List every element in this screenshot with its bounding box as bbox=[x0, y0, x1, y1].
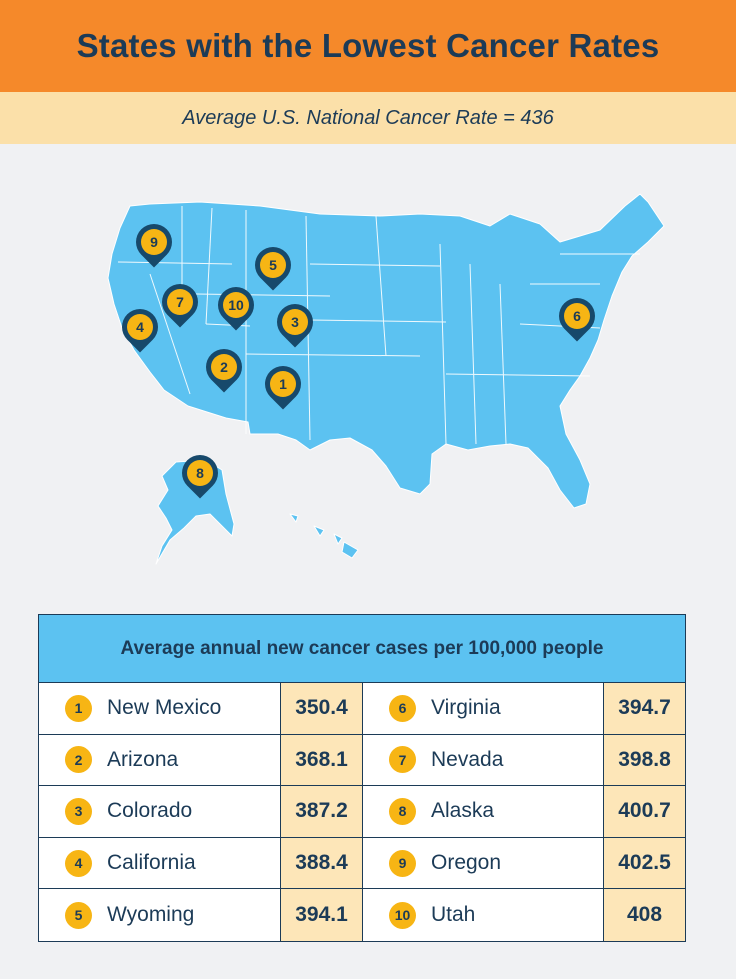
state-name: Arizona bbox=[107, 747, 179, 771]
rank-badge: 5 bbox=[65, 901, 92, 929]
state-name: Utah bbox=[431, 903, 476, 927]
rank-badge: 9 bbox=[389, 849, 416, 877]
map-pin-new-mexico: 1 bbox=[257, 358, 309, 412]
rank-badge: 3 bbox=[65, 797, 92, 825]
state-name: California bbox=[107, 851, 196, 875]
alaska-shape bbox=[155, 459, 235, 565]
map-pin-virginia: 6 bbox=[551, 290, 603, 344]
table-row: 8 Alaska 400.7 bbox=[363, 786, 685, 838]
rank-badge: 7 bbox=[389, 746, 416, 774]
table-row: 1 New Mexico 350.4 bbox=[39, 683, 362, 735]
rank-badge: 8 bbox=[389, 797, 416, 825]
us-map-graphic bbox=[107, 193, 665, 565]
rate-value: 400.7 bbox=[603, 786, 685, 837]
cancer-rate-table: Average annual new cancer cases per 100,… bbox=[38, 614, 686, 942]
rate-value: 394.7 bbox=[603, 683, 685, 734]
map-pin-nevada: 7 bbox=[154, 276, 206, 330]
table-row: 10 Utah 408 bbox=[363, 889, 685, 941]
table-row: 9 Oregon 402.5 bbox=[363, 837, 685, 890]
subtitle-banner: Average U.S. National Cancer Rate = 436 bbox=[0, 92, 736, 144]
rate-value: 408 bbox=[603, 889, 685, 941]
rate-value: 350.4 bbox=[280, 683, 362, 734]
map-pin-arizona: 2 bbox=[198, 341, 250, 395]
table-row: 3 Colorado 387.2 bbox=[39, 786, 362, 838]
state-name: Alaska bbox=[431, 799, 495, 823]
map-pin-alaska: 8 bbox=[174, 447, 226, 501]
state-name: Wyoming bbox=[107, 903, 195, 927]
table-header: Average annual new cancer cases per 100,… bbox=[39, 615, 685, 683]
rate-value: 394.1 bbox=[280, 889, 362, 941]
table-row: 5 Wyoming 394.1 bbox=[39, 889, 362, 941]
map-pin-oregon: 9 bbox=[128, 216, 180, 270]
map-pin-california: 4 bbox=[114, 301, 166, 355]
state-name: Oregon bbox=[431, 851, 502, 875]
rate-value: 398.8 bbox=[603, 734, 685, 786]
title-banner: States with the Lowest Cancer Rates bbox=[0, 0, 736, 92]
rate-value: 388.4 bbox=[280, 837, 362, 889]
rank-badge: 10 bbox=[389, 901, 416, 929]
us-map: 9 5 7 10 4 3 2 1 6 8 bbox=[0, 144, 736, 604]
rank-badge: 6 bbox=[389, 694, 416, 722]
rate-value: 402.5 bbox=[603, 837, 685, 889]
rate-value: 368.1 bbox=[280, 734, 362, 786]
rank-badge: 2 bbox=[65, 746, 92, 774]
table-column-left: 1 New Mexico 350.4 2 Arizona 368.1 3 Colora… bbox=[39, 683, 362, 941]
national-average-text: Average U.S. National Cancer Rate = 436 bbox=[182, 106, 554, 129]
rank-badge: 1 bbox=[65, 694, 92, 722]
map-pin-wyoming: 5 bbox=[247, 239, 299, 293]
table-row: 6 Virginia 394.7 bbox=[363, 683, 685, 735]
map-pin-utah: 10 bbox=[210, 279, 262, 333]
table-title: Average annual new cancer cases per 100,… bbox=[120, 637, 604, 659]
state-name: Colorado bbox=[107, 799, 193, 823]
state-name: New Mexico bbox=[107, 696, 222, 720]
rate-value: 387.2 bbox=[280, 786, 362, 837]
rank-badge: 4 bbox=[65, 849, 92, 877]
state-name: Nevada bbox=[431, 747, 504, 771]
table-row: 7 Nevada 398.8 bbox=[363, 734, 685, 787]
table-row: 2 Arizona 368.1 bbox=[39, 734, 362, 787]
table-column-right: 6 Virginia 394.7 7 Nevada 398.8 8 Alaska 40… bbox=[362, 683, 685, 941]
state-name: Virginia bbox=[431, 696, 501, 720]
page-title: States with the Lowest Cancer Rates bbox=[76, 27, 660, 64]
hawaii-shape bbox=[289, 513, 359, 559]
map-pin-colorado: 3 bbox=[269, 296, 321, 350]
table-row: 4 California 388.4 bbox=[39, 837, 362, 890]
